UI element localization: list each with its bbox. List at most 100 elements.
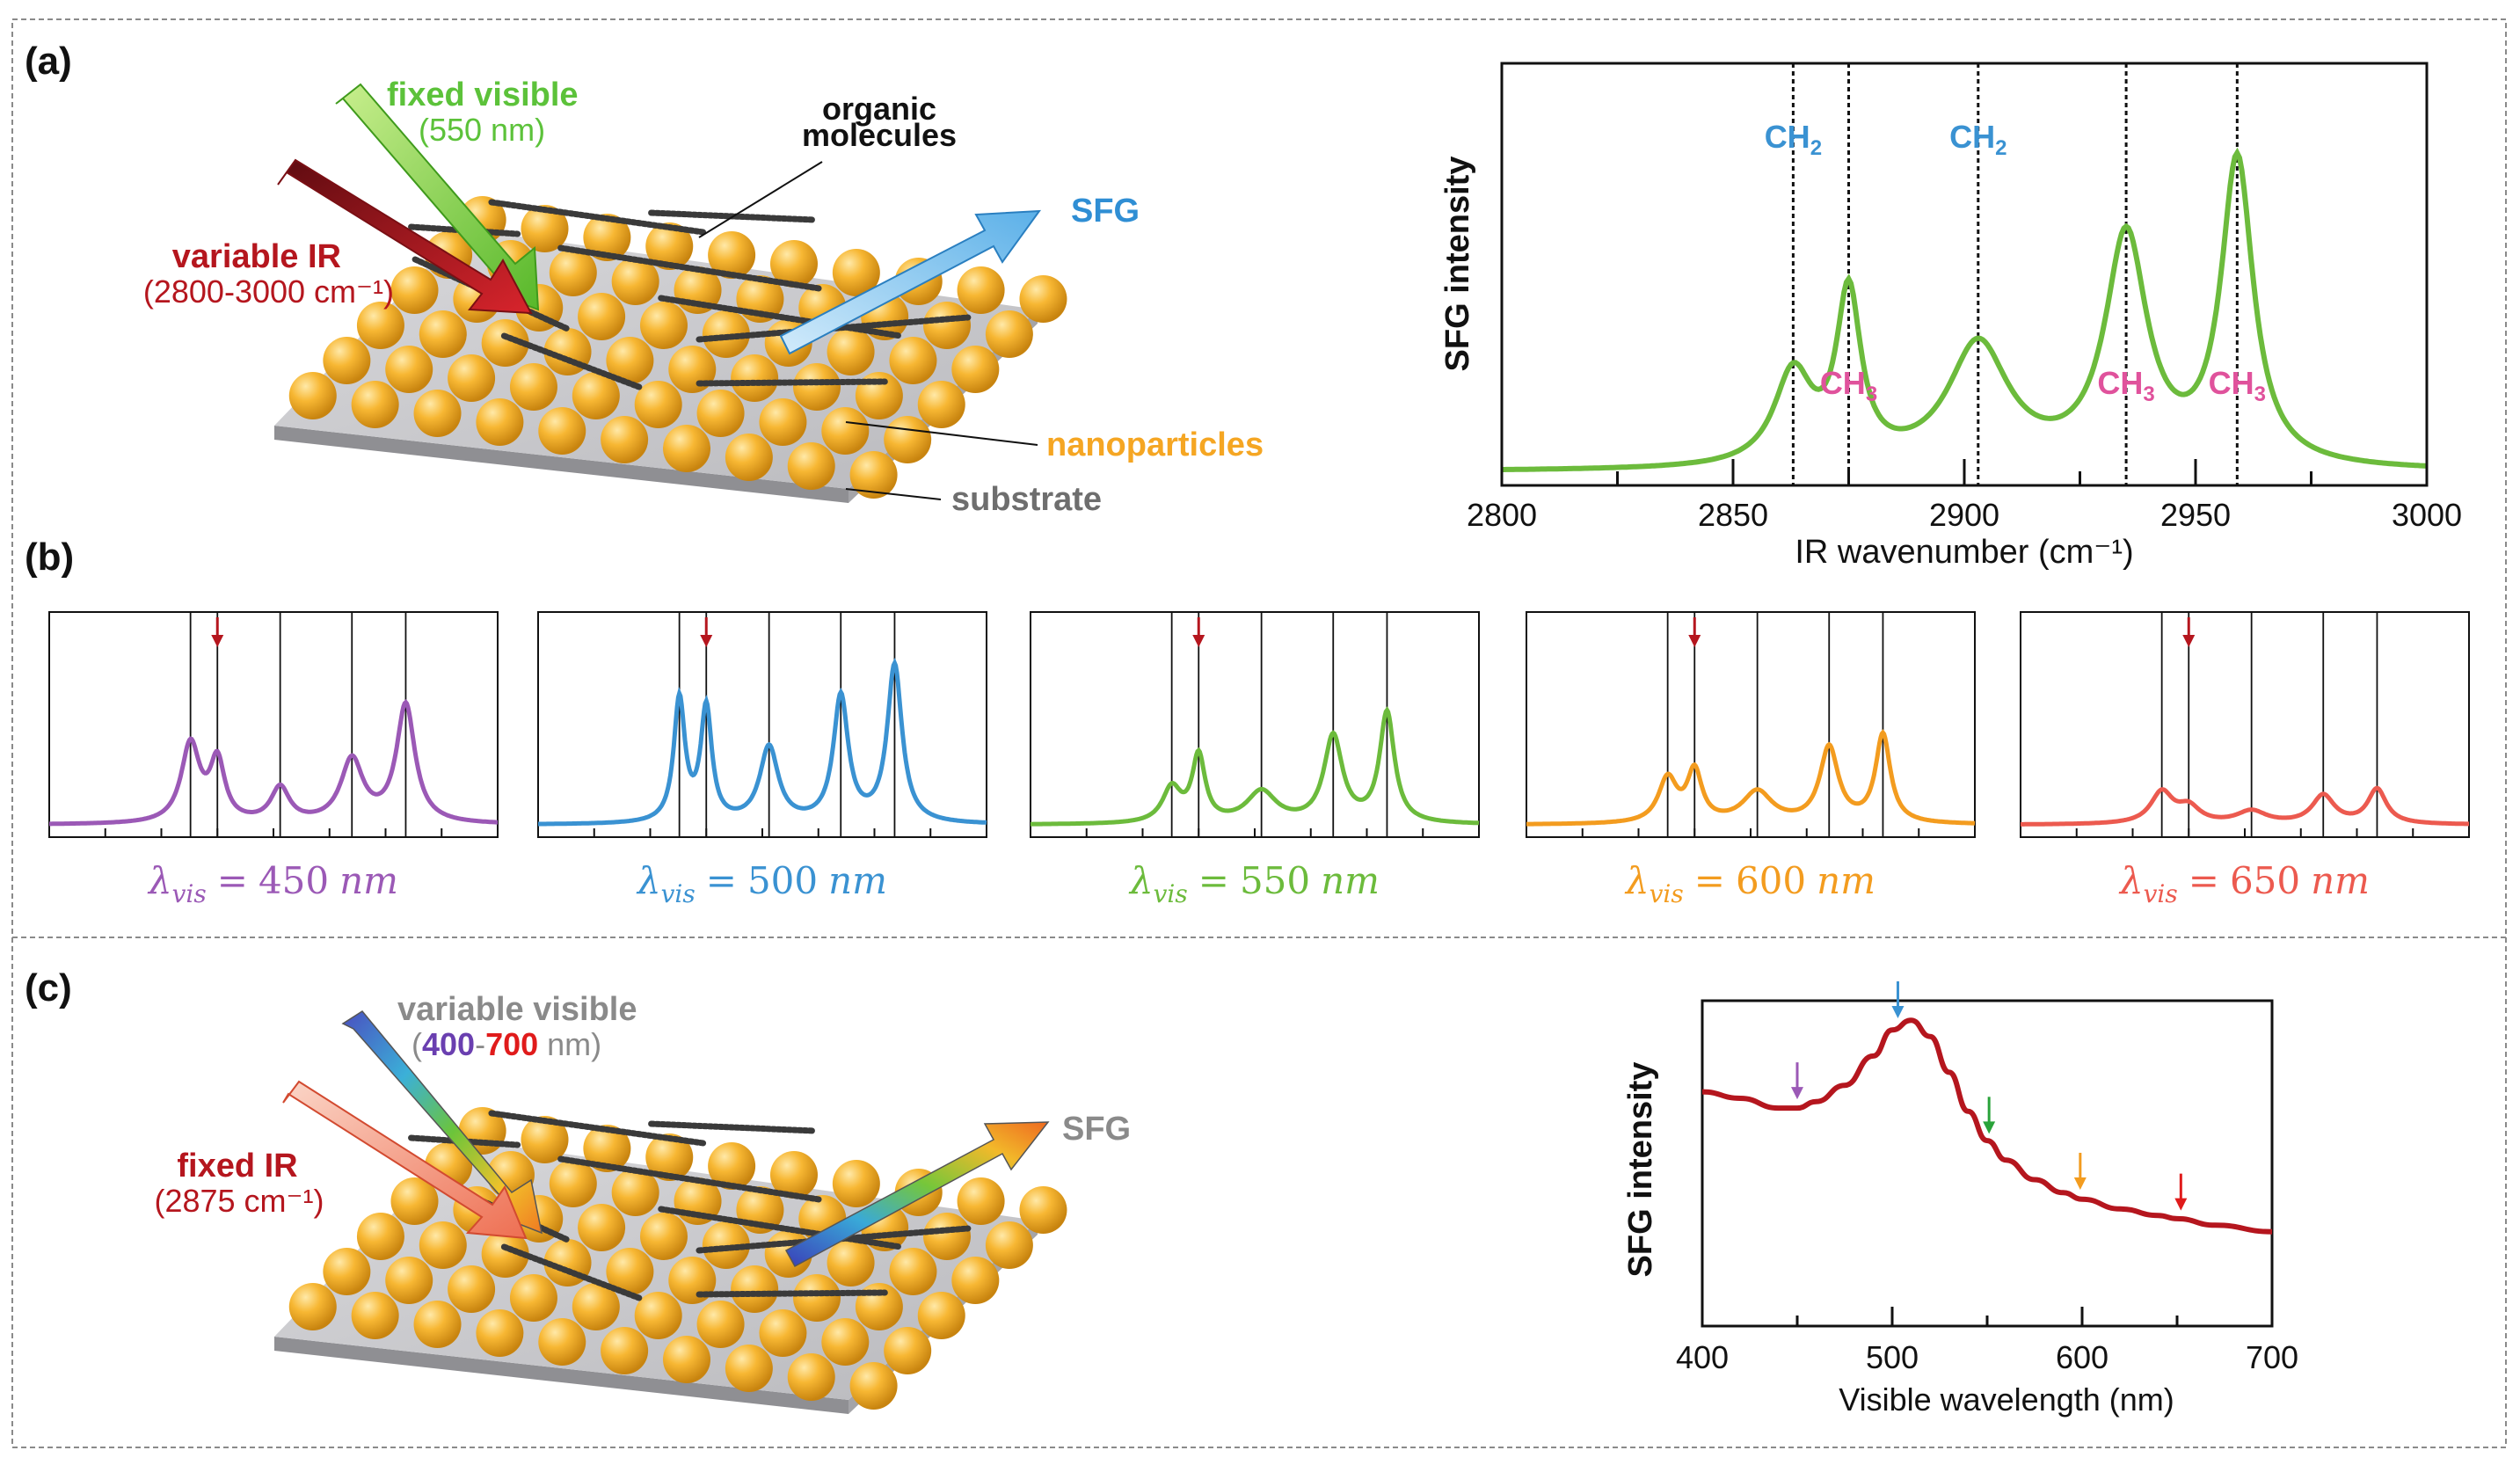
sfg-beam-arrow [779, 209, 1042, 355]
spectrum-frame [1030, 611, 1480, 838]
nanoparticle [634, 1292, 682, 1339]
spectrum-frame [1526, 611, 1976, 838]
nanoparticle [645, 222, 694, 270]
nanoparticle [572, 1283, 620, 1330]
nanoparticle [549, 249, 597, 296]
probe-arrow-head [1688, 635, 1701, 647]
visible-range-high: 700 [485, 1026, 538, 1062]
nanoparticle [413, 1301, 462, 1348]
spectrum-line [1031, 706, 1480, 827]
nanoparticle [759, 398, 807, 446]
vis-chart-xlabel: Visible wavelength (nm) [1839, 1381, 2174, 1418]
nanoparticle [288, 372, 337, 419]
nanoparticle [385, 1257, 433, 1304]
nanoparticle [827, 328, 875, 375]
x-tick-label: 600 [2056, 1339, 2108, 1375]
nanoparticle [696, 1301, 745, 1348]
nanoparticles-leader-line [845, 421, 1038, 446]
nanoparticle [601, 1327, 649, 1374]
nanoparticle [356, 1213, 404, 1260]
nanoparticle [476, 398, 524, 446]
peak-assignment-label: CH2 [1765, 119, 1822, 160]
variable-visible-label: variable visible [397, 991, 637, 1028]
nanoparticle [351, 381, 399, 428]
panel-label-b: (b) [25, 536, 74, 579]
nanoparticle [957, 1177, 1005, 1225]
nanoparticle [793, 363, 841, 411]
nanoparticle [448, 354, 496, 402]
peak-assignment-label: CH2 [1949, 119, 2007, 160]
nanoparticle [476, 1309, 524, 1357]
lambda-label-650: λvis = 650 nm [2118, 859, 2370, 908]
nanoparticle [611, 1169, 659, 1216]
organic-label-2: molecules [802, 117, 957, 153]
nanoparticle [521, 205, 569, 252]
nanoparticle [538, 1318, 586, 1366]
spectrum-panel-600: λvis = 600 nm [1526, 611, 1976, 908]
nanoparticle [725, 434, 773, 481]
nanoparticle [448, 1265, 496, 1313]
fixed-ir-label: fixed IR [177, 1148, 297, 1184]
ir-chart-xlabel: IR wavenumber (cm⁻¹) [1795, 534, 2133, 571]
ir-beam-arrow [277, 158, 533, 315]
molecule-chain [696, 1289, 888, 1298]
nanoparticle [849, 451, 898, 499]
nanoparticle [419, 1221, 467, 1269]
x-tick-label: 3000 [2392, 497, 2462, 533]
nanoparticle [725, 1345, 773, 1392]
molecule-chain [488, 199, 707, 236]
peak-assignment-label: CH3 [2097, 365, 2154, 406]
fixed-visible-wavelength: (550 nm) [419, 112, 545, 148]
spectrum-line [538, 657, 987, 827]
nanoparticle [606, 337, 654, 384]
organic-label-1: organic [822, 91, 936, 127]
nanoparticle [957, 266, 1005, 314]
nanoparticle [884, 1327, 932, 1374]
nanoparticle [662, 1336, 710, 1383]
wavelength-marker-head [1983, 1121, 1996, 1134]
probe-arrow-head [2182, 635, 2196, 647]
spectrum-panel-450: λvis = 450 nm [48, 611, 499, 908]
nanoparticle [849, 1362, 898, 1410]
nanoparticle [645, 1133, 694, 1181]
nanoparticle [572, 372, 620, 419]
nanoparticle [521, 1116, 569, 1163]
probe-arrow-head [700, 635, 713, 647]
nanoparticle [481, 319, 529, 367]
vis-chart-frame [1701, 999, 2274, 1328]
nanoparticle [606, 1248, 654, 1295]
x-tick-label: 2800 [1467, 497, 1537, 533]
organic-leader-line [698, 161, 823, 238]
nanoparticle [923, 1213, 972, 1260]
nanoparticle [889, 337, 937, 384]
variable-ir-label: variable IR [172, 238, 341, 275]
nanoparticle [419, 310, 467, 358]
nanoparticle [696, 390, 745, 437]
nanoparticle [708, 1142, 756, 1190]
lambda-label-450: λvis = 450 nm [147, 859, 398, 908]
visible-range-low: 400 [422, 1026, 475, 1062]
ir-spectrum-chart: CH2 CH2 CH3 CH3 CH3 2800 2850 2900 2950 3000 SFG… [1439, 62, 2462, 571]
molecule-chain [658, 295, 904, 339]
nanoparticle [509, 1274, 557, 1322]
nanoparticle [787, 1353, 835, 1401]
nanoparticle [827, 1239, 875, 1286]
molecule-chain [500, 1243, 643, 1301]
wavelength-marker-head [1891, 1005, 1905, 1018]
nanoparticle [509, 363, 557, 411]
lambda-label-500: λvis = 500 nm [636, 859, 887, 908]
nanoparticle [549, 1160, 597, 1207]
nanoparticle [923, 302, 972, 349]
nanoparticle [889, 1248, 937, 1295]
nanoparticle [583, 1125, 631, 1172]
ir-chart-ylabel: SFG intensity [1439, 157, 1476, 372]
nanoparticle [634, 381, 682, 428]
panel-label-a: (a) [25, 40, 72, 83]
wavelength-marker-head [2174, 1198, 2188, 1211]
fixed-ir-beam-arrow [282, 1080, 528, 1240]
molecule-chain [488, 1110, 707, 1147]
rainbow-sfg-beam-arrow [784, 1121, 1050, 1268]
substrate-side-c [274, 1337, 848, 1414]
nanoparticle [578, 293, 626, 340]
fixed-ir-value: (2875 cm⁻¹) [154, 1183, 324, 1219]
